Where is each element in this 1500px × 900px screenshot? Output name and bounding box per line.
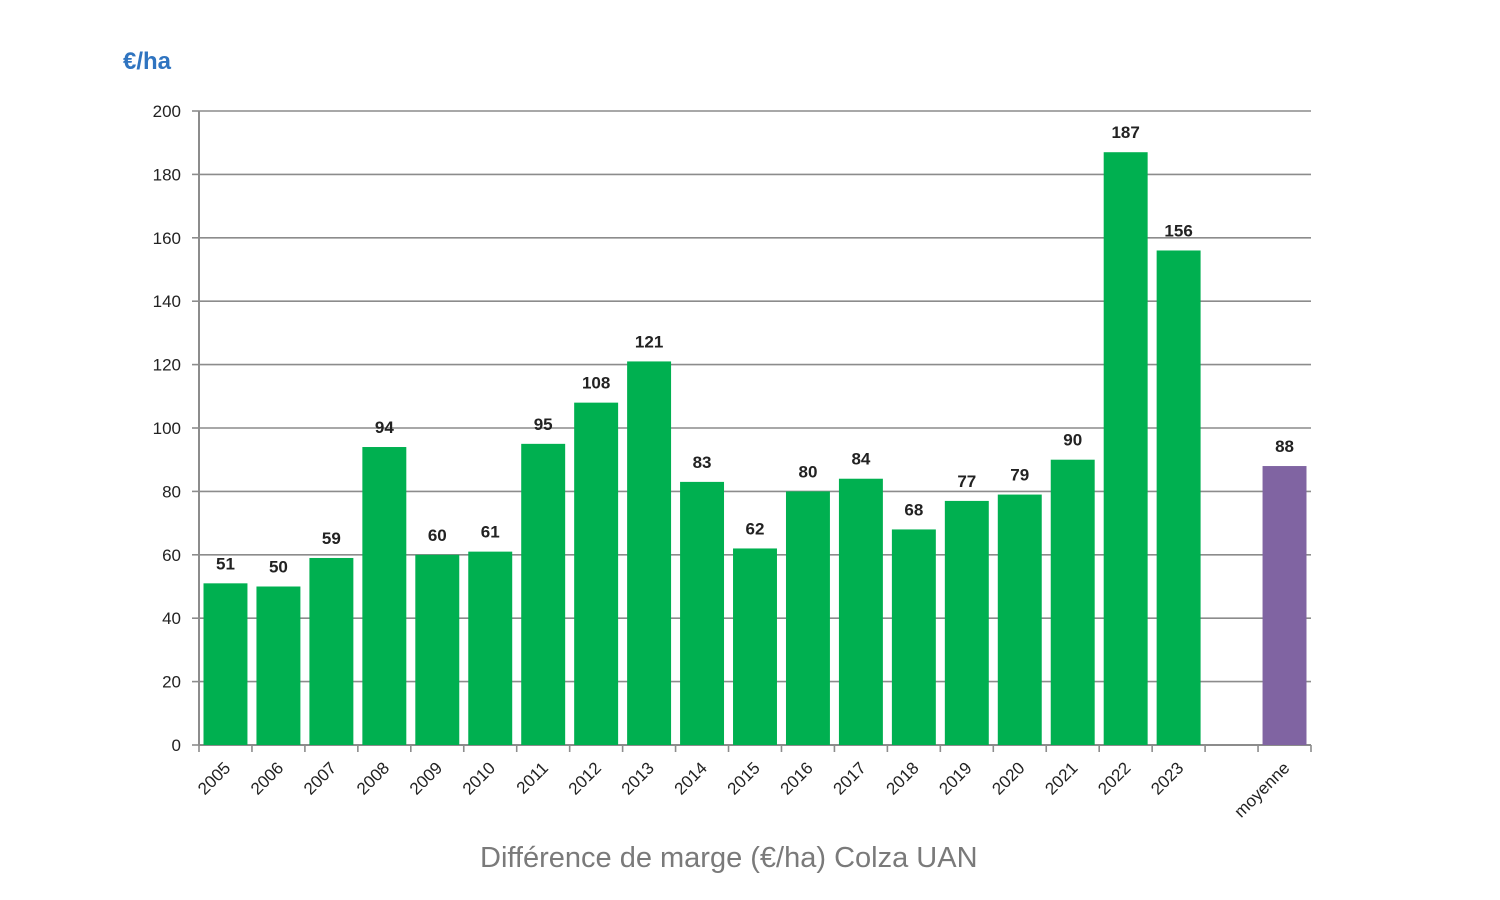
data-label: 94: [375, 418, 394, 437]
y-tick-label: 20: [162, 673, 181, 692]
y-axis-unit-label: €/ha: [123, 48, 172, 75]
x-tick-label: 2018: [883, 758, 923, 798]
x-tick-label: 2014: [671, 758, 711, 798]
data-label: 77: [957, 472, 976, 491]
data-label: 90: [1063, 431, 1082, 450]
data-label: 121: [635, 332, 663, 351]
data-label: 59: [322, 529, 341, 548]
y-tick-label: 180: [153, 165, 181, 184]
data-label: 108: [582, 374, 610, 393]
chart-title: Différence de marge (€/ha) Colza UAN: [480, 842, 978, 874]
y-tick-label: 40: [162, 609, 181, 628]
data-label: 60: [428, 526, 447, 545]
y-tick-label: 0: [172, 736, 181, 755]
bar: [256, 586, 301, 745]
x-tick-label: 2023: [1147, 758, 1187, 798]
x-tick-label: 2009: [406, 758, 446, 798]
data-label: 79: [1010, 466, 1029, 485]
bar: [362, 447, 407, 745]
bar: [944, 500, 989, 745]
bar: [1156, 250, 1201, 746]
x-tick-label: 2005: [194, 758, 234, 798]
x-tick-label: 2012: [565, 758, 605, 798]
data-label: 51: [216, 554, 235, 573]
y-tick-label: 80: [162, 482, 181, 501]
data-label: 61: [481, 523, 500, 542]
bar: [785, 491, 830, 745]
x-tick-label: 2010: [459, 758, 499, 798]
data-label: 156: [1164, 221, 1192, 240]
x-tick-label: 2021: [1041, 758, 1081, 798]
bar: [468, 551, 513, 745]
y-tick-label: 160: [153, 229, 181, 248]
bar: [309, 557, 354, 745]
data-label: 62: [746, 519, 765, 538]
bar: [521, 443, 566, 745]
bar: [415, 554, 460, 745]
bar: [891, 529, 936, 745]
x-tick-label: 2022: [1094, 758, 1134, 798]
bar: [997, 494, 1042, 745]
y-tick-label: 100: [153, 419, 181, 438]
data-label: 84: [851, 450, 870, 469]
y-tick-label: 120: [153, 356, 181, 375]
bar-average: [1262, 466, 1307, 745]
bar: [203, 583, 248, 745]
data-label: 88: [1275, 437, 1294, 456]
x-tick-label: 2016: [777, 758, 817, 798]
data-label: 95: [534, 415, 553, 434]
bar: [574, 402, 619, 745]
bar: [1050, 459, 1095, 745]
bar: [1103, 152, 1148, 745]
bar: [627, 361, 672, 745]
x-tick-label: 2017: [830, 758, 870, 798]
y-tick-label: 60: [162, 546, 181, 565]
data-label: 187: [1111, 123, 1139, 142]
bar: [838, 478, 883, 745]
x-tick-label: moyenne: [1230, 758, 1293, 821]
data-label: 50: [269, 558, 288, 577]
x-tick-label: 2020: [988, 758, 1028, 798]
y-tick-label: 140: [153, 292, 181, 311]
y-tick-label: 200: [153, 102, 181, 121]
x-tick-label: 2013: [618, 758, 658, 798]
data-label: 68: [904, 500, 923, 519]
data-label: 83: [693, 453, 712, 472]
x-tick-label: 2007: [300, 758, 340, 798]
bar: [733, 548, 777, 745]
x-tick-label: 2006: [247, 758, 287, 798]
bar: [680, 481, 725, 745]
x-tick-label: 2011: [513, 758, 552, 797]
data-label: 80: [798, 462, 817, 481]
x-tick-label: 2008: [353, 758, 393, 798]
x-tick-label: 2015: [724, 758, 764, 798]
x-tick-label: 2019: [935, 758, 975, 798]
